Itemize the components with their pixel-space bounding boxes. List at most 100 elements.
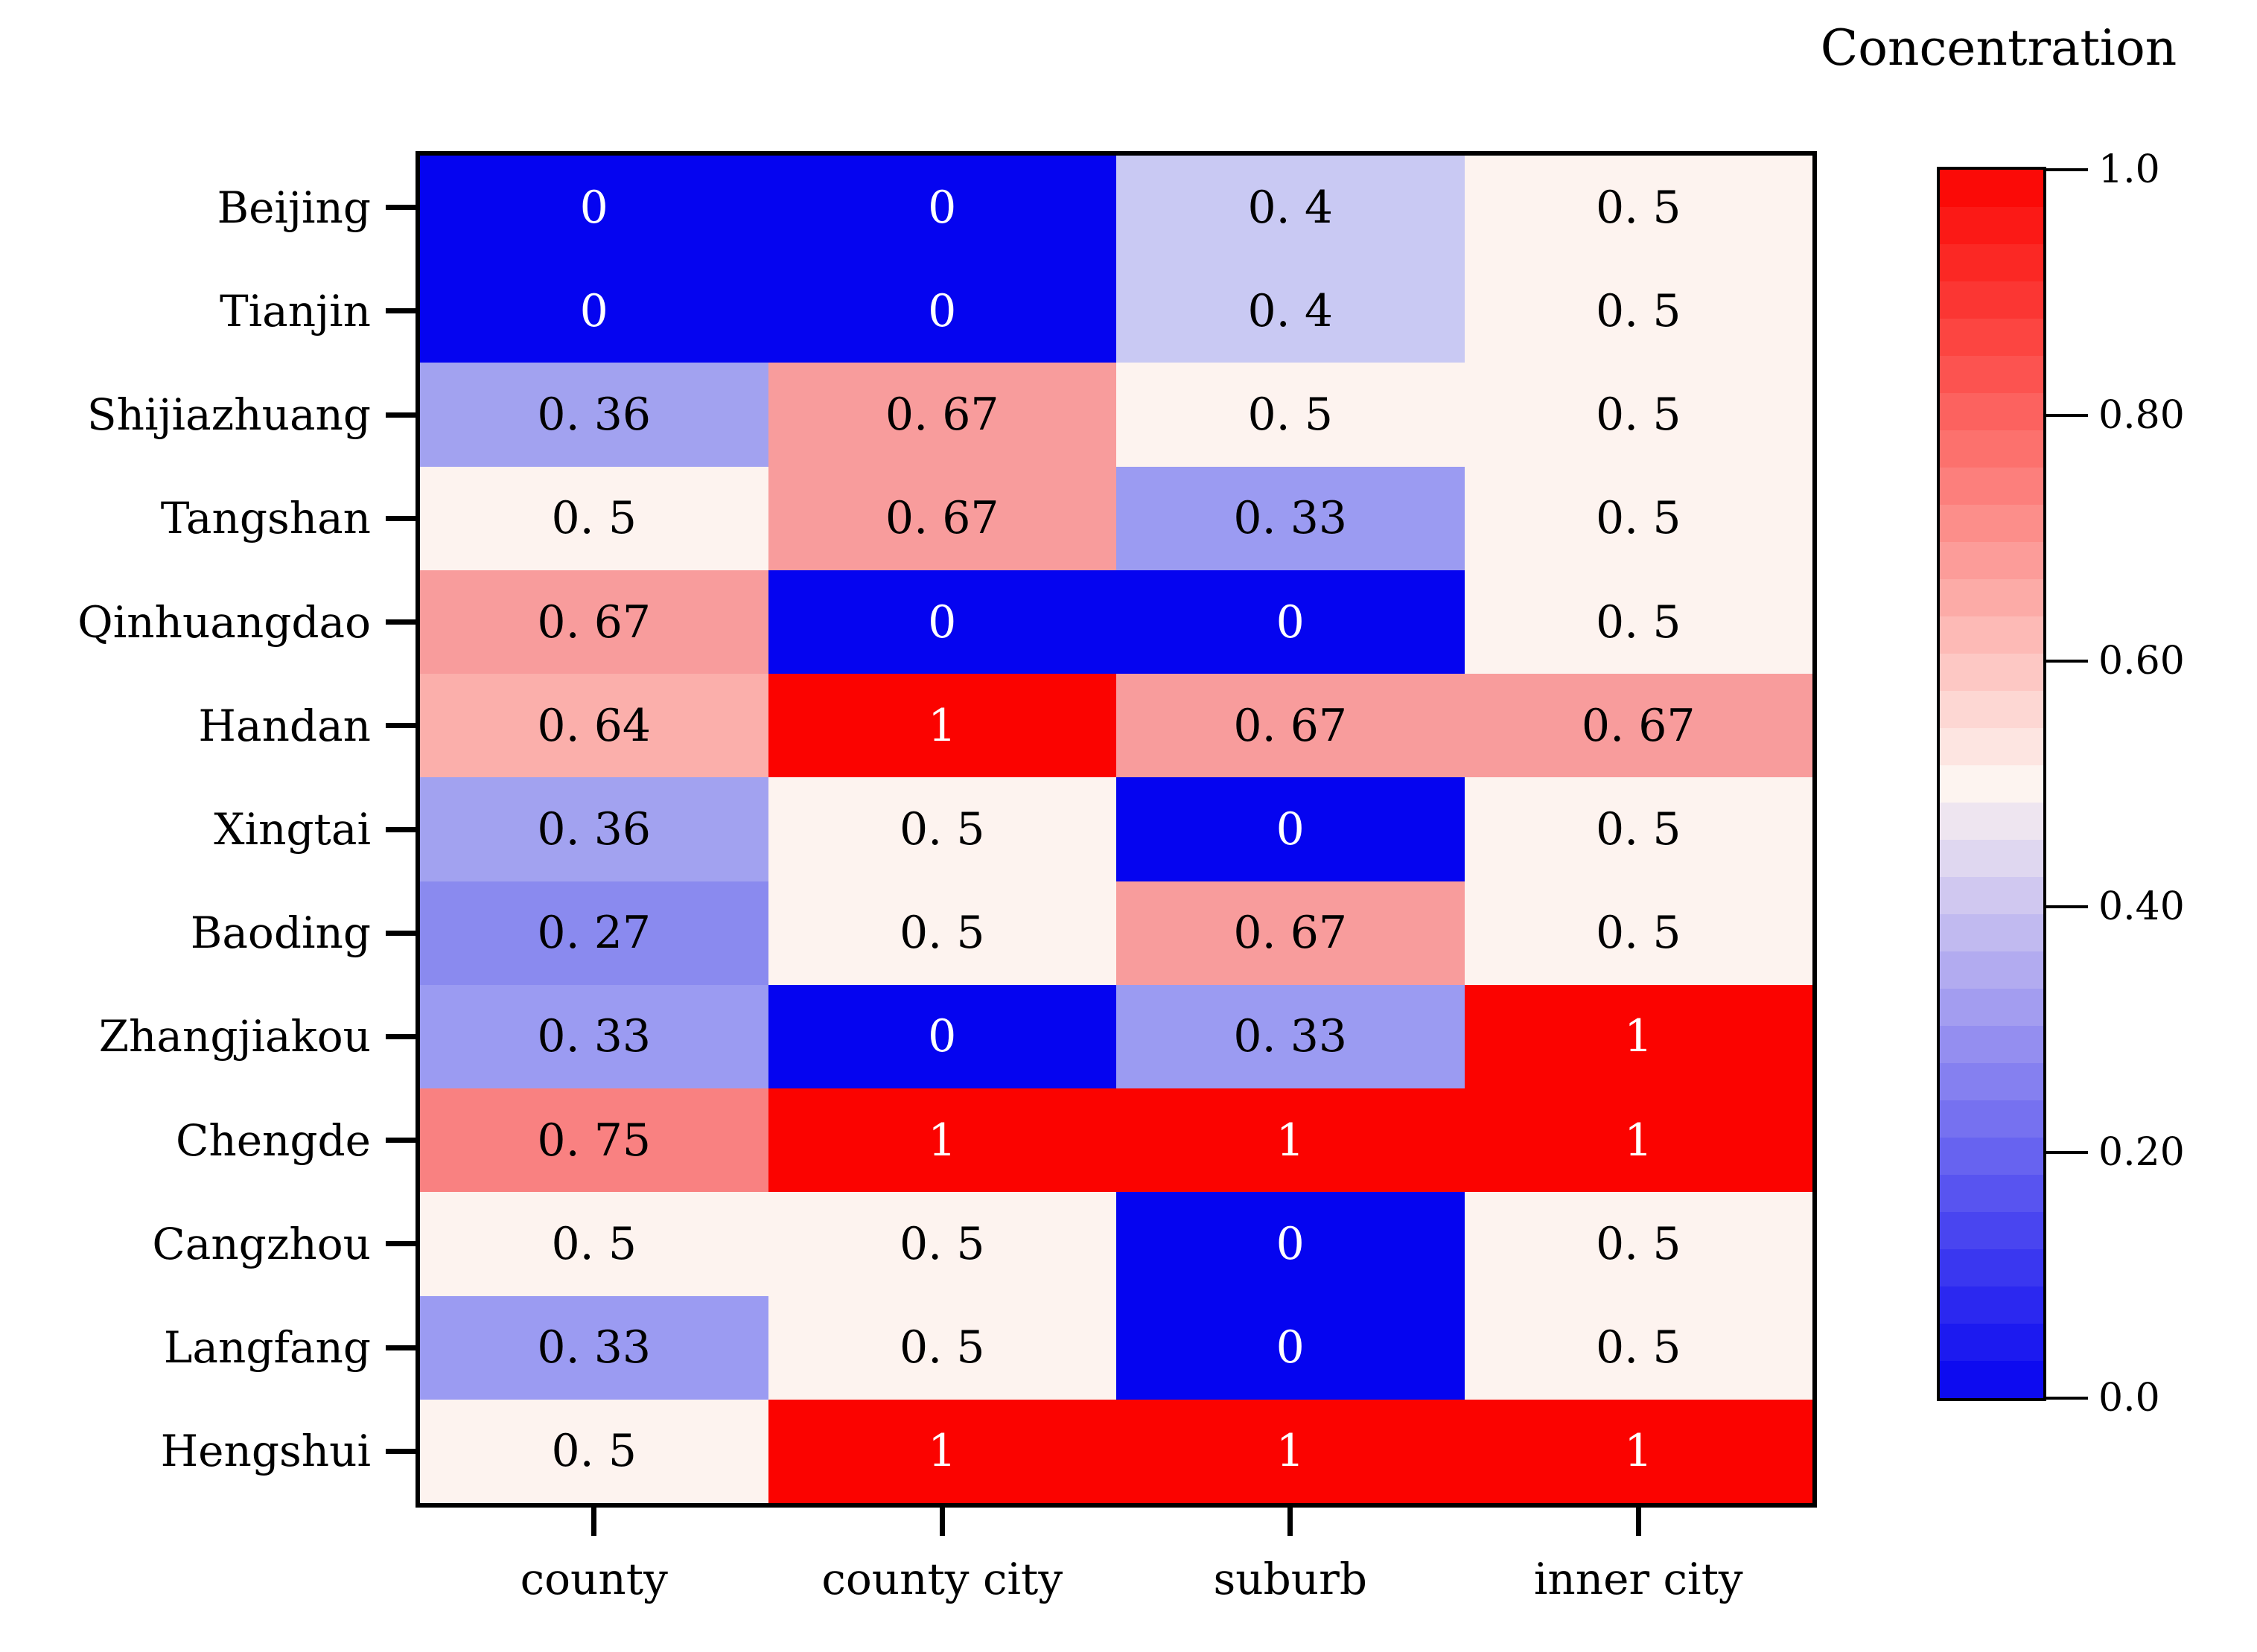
- colorbar-step: [1940, 728, 2043, 765]
- colorbar-tick-label: 0.40: [2098, 884, 2185, 929]
- y-axis-tick: [386, 826, 416, 832]
- colorbar-tick: [2046, 414, 2088, 417]
- heatmap-cell: 1: [1116, 1399, 1465, 1503]
- colorbar-tick-label: 0.20: [2098, 1130, 2185, 1175]
- colorbar-step: [1940, 765, 2043, 803]
- x-axis-label: inner city: [1533, 1554, 1743, 1604]
- heatmap-cell: 0. 5: [768, 1192, 1116, 1296]
- y-axis-tick: [386, 619, 416, 625]
- colorbar-step: [1940, 1212, 2043, 1249]
- x-axis-label: county city: [821, 1554, 1063, 1604]
- heatmap-cell: 0. 5: [1116, 363, 1465, 467]
- y-axis-tick: [386, 308, 416, 314]
- heatmap-cell: 1: [1464, 984, 1812, 1089]
- colorbar-step: [1940, 542, 2043, 579]
- heatmap-cell: 0. 33: [420, 1295, 768, 1400]
- y-axis-label: Tianjin: [219, 285, 371, 337]
- colorbar-tick: [2046, 660, 2088, 663]
- heatmap-cell: 0. 5: [1464, 363, 1812, 467]
- y-axis-label: Zhangjiakou: [98, 1011, 371, 1062]
- colorbar-step: [1940, 207, 2043, 244]
- y-axis-label: Cangzhou: [152, 1218, 371, 1269]
- colorbar-step: [1940, 1138, 2043, 1175]
- y-axis-tick: [386, 1241, 416, 1247]
- colorbar-tick-label: 0.60: [2098, 639, 2185, 683]
- y-axis-label: Chengde: [176, 1114, 371, 1166]
- y-axis-tick: [386, 412, 416, 418]
- y-axis-label: Tangshan: [160, 493, 371, 544]
- heatmap-cell: 0. 36: [420, 363, 768, 467]
- colorbar-step: [1940, 505, 2043, 542]
- x-axis-label: suburb: [1213, 1554, 1367, 1604]
- colorbar-step: [1940, 579, 2043, 616]
- colorbar-step: [1940, 654, 2043, 691]
- heatmap-cell: 0: [420, 156, 768, 260]
- colorbar-step: [1940, 616, 2043, 654]
- colorbar-step: [1940, 877, 2043, 914]
- colorbar-step: [1940, 170, 2043, 207]
- colorbar-step: [1940, 281, 2043, 319]
- colorbar-step: [1940, 951, 2043, 989]
- heatmap-cell: 1: [768, 674, 1116, 778]
- heatmap-cell: 1: [1116, 1088, 1465, 1193]
- heatmap-cell: 0. 5: [768, 777, 1116, 881]
- colorbar-step: [1940, 803, 2043, 840]
- colorbar-step: [1940, 840, 2043, 877]
- colorbar-step: [1940, 914, 2043, 951]
- y-axis-tick: [386, 1448, 416, 1454]
- heatmap-cell: 0. 5: [1464, 466, 1812, 570]
- colorbar: [1937, 167, 2046, 1401]
- colorbar-step: [1940, 430, 2043, 468]
- heatmap-cell: 0: [1116, 570, 1465, 674]
- heatmap-cell: 0. 4: [1116, 259, 1465, 363]
- y-axis-tick: [386, 1033, 416, 1039]
- heatmap-cell: 0. 5: [1464, 156, 1812, 260]
- y-axis-tick: [386, 205, 416, 211]
- heatmap-cell: 0. 33: [1116, 466, 1465, 570]
- colorbar-tick: [2046, 905, 2088, 908]
- x-axis-tick: [939, 1508, 945, 1536]
- colorbar-step: [1940, 356, 2043, 393]
- heatmap-cell: 0. 67: [1464, 674, 1812, 778]
- colorbar-step: [1940, 319, 2043, 356]
- heatmap-cell: 0. 5: [420, 466, 768, 570]
- colorbar-tick-label: 0.0: [2098, 1376, 2160, 1420]
- y-axis-label: Hengshui: [160, 1426, 371, 1477]
- heatmap-plot-area: 0 0 0. 4 0. 5 0 0 0. 4 0. 5 0. 36 0. 67 0. 5 0. 5 0.…: [416, 151, 1817, 1508]
- colorbar-step: [1940, 989, 2043, 1026]
- heatmap-cell: 0. 5: [768, 881, 1116, 985]
- heatmap-cell: 0. 5: [420, 1192, 768, 1296]
- colorbar-tick: [2046, 168, 2088, 171]
- heatmap-cell: 0. 67: [768, 466, 1116, 570]
- colorbar-step: [1940, 691, 2043, 728]
- heatmap-cell: 0. 5: [1464, 1295, 1812, 1400]
- heatmap-cell: 0. 5: [1464, 881, 1812, 985]
- heatmap-cell: 0: [420, 259, 768, 363]
- colorbar-tick-label: 0.80: [2098, 393, 2185, 438]
- heatmap-cell: 1: [768, 1399, 1116, 1503]
- heatmap-cell: 1: [1464, 1088, 1812, 1193]
- colorbar-step: [1940, 1286, 2043, 1324]
- heatmap-cell: 0. 4: [1116, 156, 1465, 260]
- heatmap-cell: 0. 5: [420, 1399, 768, 1503]
- y-axis-label: Langfang: [163, 1322, 371, 1374]
- heatmap-cell: 0: [768, 259, 1116, 363]
- colorbar-title: Concentration: [1820, 19, 2177, 77]
- colorbar-step: [1940, 1026, 2043, 1063]
- heatmap-cell: 0. 33: [1116, 984, 1465, 1089]
- y-axis-label: Xingtai: [214, 803, 371, 855]
- heatmap-cell: 0. 75: [420, 1088, 768, 1193]
- x-axis-tick: [1287, 1508, 1293, 1536]
- heatmap-cell: 0: [1116, 1295, 1465, 1400]
- heatmap-cell: 0. 27: [420, 881, 768, 985]
- colorbar-step: [1940, 393, 2043, 430]
- heatmap-cell: 0: [1116, 1192, 1465, 1296]
- heatmap-cell: 0: [1116, 777, 1465, 881]
- y-axis-label: Handan: [198, 700, 371, 751]
- y-axis-label: Beijing: [217, 182, 371, 233]
- colorbar-step: [1940, 1100, 2043, 1138]
- heatmap-cell: 0. 67: [768, 363, 1116, 467]
- colorbar-step: [1940, 1324, 2043, 1361]
- colorbar-tick: [2046, 1397, 2088, 1400]
- heatmap-cell: 0. 67: [1116, 674, 1465, 778]
